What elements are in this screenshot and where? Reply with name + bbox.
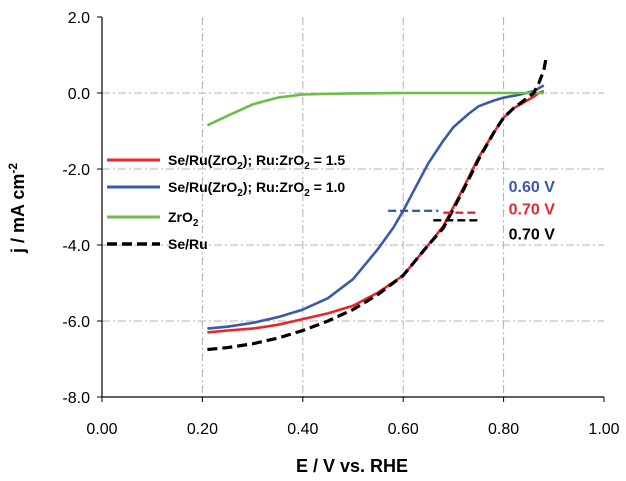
y-tick-label: 2.0 bbox=[68, 10, 90, 27]
series-line-3 bbox=[206, 91, 544, 127]
x-tick-label: 1.00 bbox=[588, 421, 619, 438]
y-tick-label: -4.0 bbox=[62, 238, 90, 255]
y-axis-title-main: j / mA cm bbox=[8, 174, 28, 254]
legend: Se/Ru(ZrO2); Ru:ZrO2 = 1.5 Se/Ru(ZrO2); R… bbox=[107, 152, 345, 252]
y-tick-label: 0.0 bbox=[68, 86, 90, 103]
x-tick-label: 0.60 bbox=[388, 421, 419, 438]
legend-label: Se/Ru(ZrO2); Ru:ZrO2 = 1.0 bbox=[168, 179, 345, 199]
annotation-label: 0.70 V bbox=[509, 202, 556, 219]
x-tick-label: 0.00 bbox=[86, 421, 117, 438]
y-axis-title-sup: -2 bbox=[6, 163, 20, 174]
series-line-2 bbox=[207, 84, 545, 330]
y-tick-label: -6.0 bbox=[62, 314, 90, 331]
annotation-label: 0.70 V bbox=[509, 226, 556, 243]
y-axis-title: j / mA cm-2 bbox=[6, 163, 28, 254]
y-tick-label: -2.0 bbox=[62, 162, 90, 179]
annotation-label: 0.60 V bbox=[509, 179, 556, 196]
y-tick-label: -8.0 bbox=[62, 390, 90, 407]
x-tick-label: 0.80 bbox=[488, 421, 519, 438]
series-line-1 bbox=[207, 89, 545, 334]
x-tick-label: 0.40 bbox=[287, 421, 318, 438]
axes: 0.00 0.20 0.40 0.60 0.80 1.00 2.0 0.0 -2.0 -4.0 -6… bbox=[62, 10, 619, 438]
annotations: 0.60 V 0.70 V 0.70 V bbox=[388, 179, 556, 243]
series-lines bbox=[206, 56, 548, 352]
legend-label: Se/Ru(ZrO2); Ru:ZrO2 = 1.5 bbox=[168, 152, 345, 172]
x-tick-label: 0.20 bbox=[187, 421, 218, 438]
legend-label: Se/Ru bbox=[168, 236, 208, 252]
series-line-4 bbox=[207, 56, 548, 352]
legend-label: ZrO2 bbox=[168, 209, 199, 229]
x-axis-title: E / V vs. RHE bbox=[296, 456, 408, 476]
